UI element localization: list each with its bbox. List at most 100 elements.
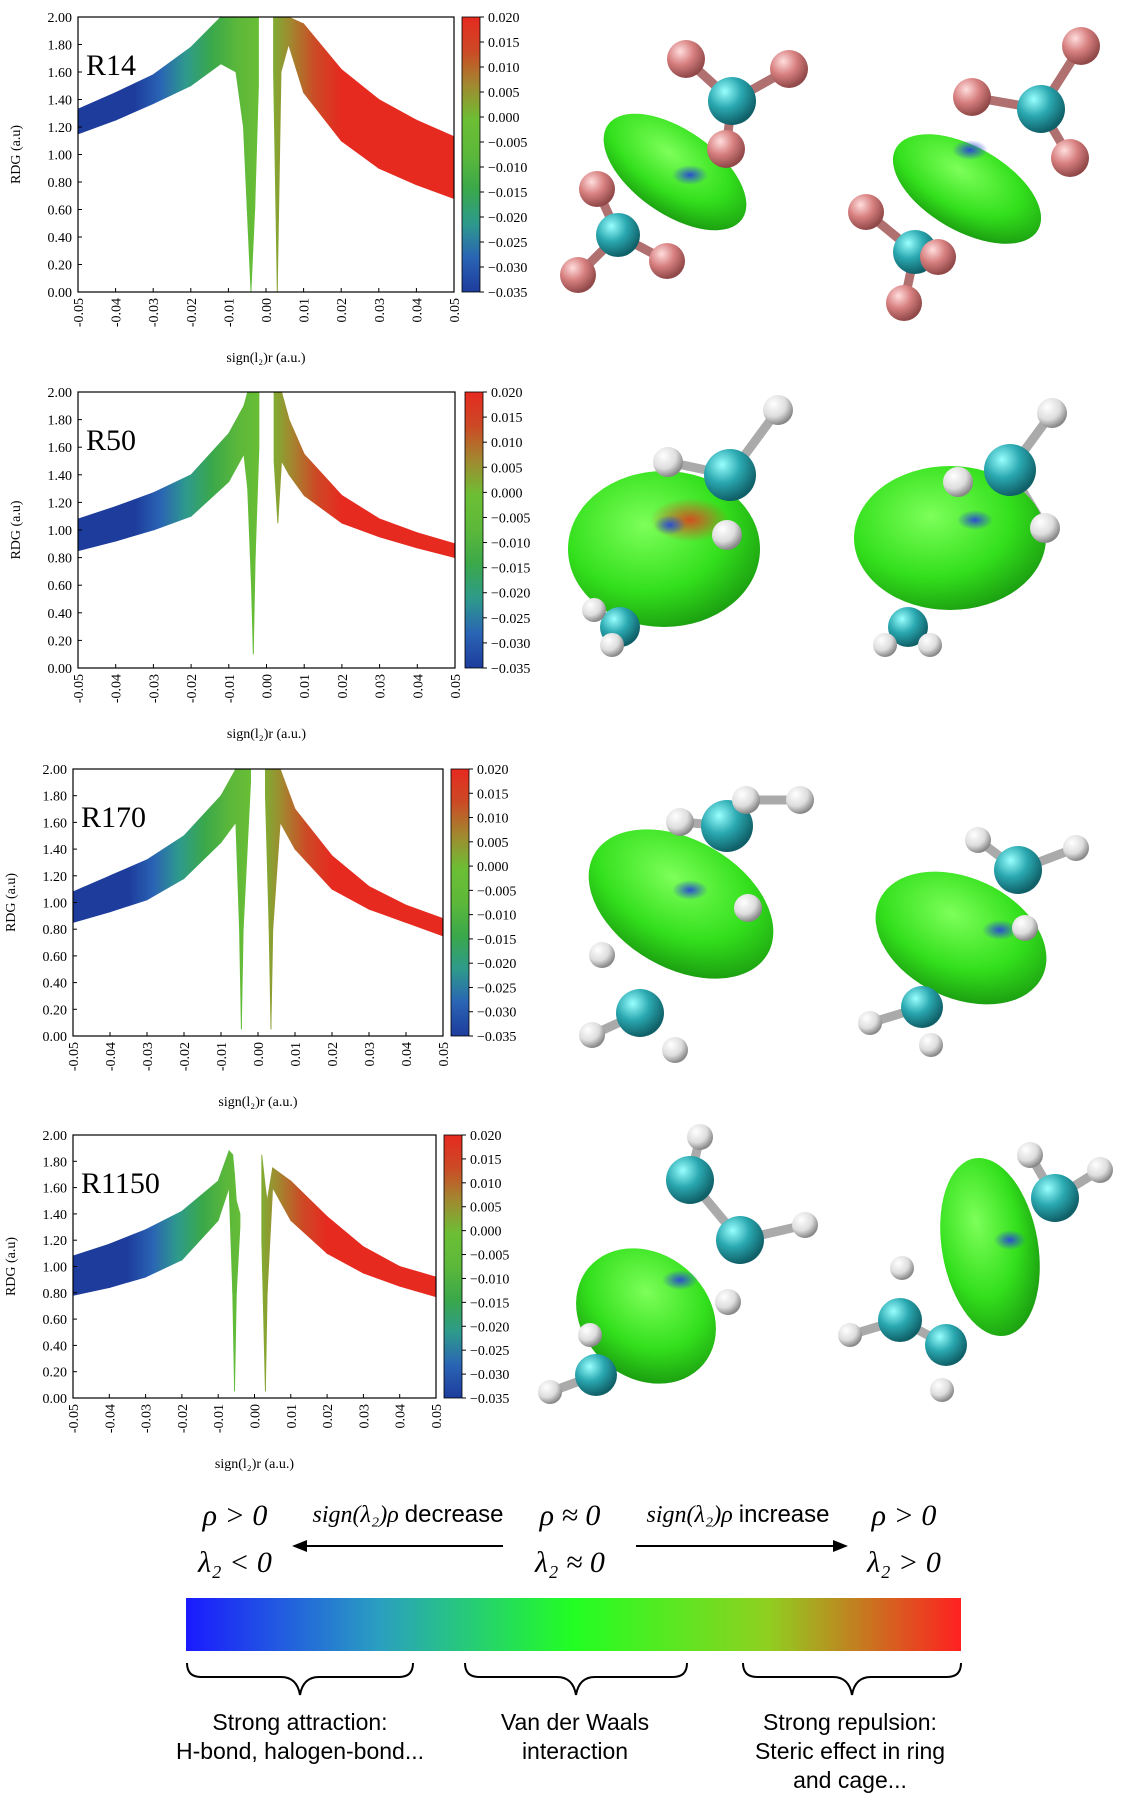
x-tick-label: -0.02 (185, 298, 200, 327)
colorbar-tick-label: −0.035 (488, 286, 527, 301)
colorbar-tick-label: 0.005 (488, 86, 520, 101)
colorbar-tick-label: 0.000 (491, 486, 523, 501)
colorbar-tick-label: −0.025 (470, 1344, 509, 1359)
y-tick-label: 1.20 (48, 121, 73, 136)
colorbar-tick-label: −0.035 (470, 1392, 509, 1407)
region-label: and cage... (793, 1767, 907, 1793)
y-tick-label: 2.00 (43, 1129, 68, 1144)
colorbar-tick-label: 0.015 (477, 787, 509, 802)
rdg-band (294, 807, 333, 891)
rdg-band (399, 1265, 437, 1298)
colorbar-tick-label: −0.005 (491, 511, 530, 526)
rdg-band (264, 768, 270, 930)
colorbar-tick-label: 0.010 (491, 436, 523, 451)
x-tick-label: 0.01 (285, 1404, 300, 1429)
rdg-band (220, 767, 237, 844)
x-tick-label: -0.03 (140, 1404, 155, 1433)
x-tick-label: -0.04 (110, 298, 125, 327)
rdg-band (115, 492, 154, 542)
colorbar-tick-label: 0.015 (470, 1153, 502, 1168)
colorbar-tick-label: −0.005 (477, 884, 516, 899)
rdg-band (152, 474, 192, 531)
decrease-label: sign(λ₂)ρ decrease (313, 1501, 504, 1528)
decrease-expr: sign(λ₂)ρ (313, 1502, 399, 1528)
colorbar-tick-label: 0.010 (488, 61, 520, 76)
rdg-band (235, 768, 240, 930)
rdg-band (341, 494, 381, 538)
x-tick-label: -0.02 (185, 674, 200, 703)
braces (186, 1662, 962, 1696)
panel-label: R170 (81, 801, 146, 834)
x-tick-label: -0.05 (72, 674, 87, 703)
x-tick-label: 0.03 (357, 1404, 372, 1429)
mid-rho: ρ ≈ 0 (539, 1499, 601, 1532)
rdg-band (250, 16, 256, 293)
y-tick-label: 1.60 (48, 66, 73, 81)
colorbar-tick-label: 0.010 (477, 812, 509, 827)
y-tick-label: 1.40 (48, 94, 73, 109)
colorbar-tick-label: −0.025 (491, 612, 530, 627)
rdg-band (378, 98, 417, 186)
spectrum-bar (186, 1598, 961, 1651)
rdg-band (288, 16, 305, 93)
colorbar-tick-label: −0.005 (470, 1249, 509, 1264)
colorbar-tick-label: 0.000 (477, 860, 509, 875)
x-tick-label: 0.01 (298, 298, 313, 323)
x-tick-label: 0.05 (437, 1042, 452, 1067)
rdg-band (146, 835, 185, 901)
y-tick-label: 0.80 (43, 923, 68, 938)
rdg-band (183, 794, 222, 880)
y-tick-label: 1.40 (43, 843, 68, 858)
y-tick-label: 0.80 (43, 1287, 68, 1302)
increase-expr: sign(λ₂)ρ (647, 1502, 733, 1528)
y-tick-label: 1.00 (48, 524, 73, 539)
rdg-band (331, 854, 370, 910)
mid-lambda: λ₂ ≈ 0 (534, 1546, 605, 1579)
colorbar-tick-label: −0.020 (488, 211, 527, 226)
y-tick-label: 1.80 (48, 414, 73, 429)
colorbar-tick-label: 0.020 (477, 763, 509, 778)
rdg-band (362, 1246, 401, 1287)
y-tick-label: 2.00 (43, 763, 68, 778)
rdg-band (379, 518, 418, 549)
x-tick-label: -0.01 (222, 298, 237, 327)
y-tick-label: 0.80 (48, 176, 73, 191)
y-tick-label: 0.60 (48, 204, 73, 219)
rdg-band (368, 885, 407, 924)
rdg-band (254, 391, 260, 558)
y-tick-label: 0.60 (43, 950, 68, 965)
x-tick-label: -0.01 (223, 674, 238, 703)
x-tick-label: 0.04 (400, 1042, 415, 1067)
y-tick-label: 0.00 (43, 1030, 68, 1045)
colorbar-tick-label: −0.030 (477, 1006, 516, 1021)
x-tick-label: -0.03 (141, 1042, 156, 1071)
rdg-band (190, 16, 222, 87)
y-tick-label: 0.40 (43, 977, 68, 992)
x-tick-label: 0.04 (411, 674, 426, 699)
rdg-band (152, 46, 192, 105)
x-tick-label: 0.02 (335, 298, 350, 323)
left-lambda: λ₂ < 0 (197, 1546, 272, 1579)
increase-label: sign(λ₂)ρ increase (647, 1501, 830, 1528)
y-tick-label: 0.80 (48, 552, 73, 567)
panel-label: R14 (86, 49, 136, 82)
y-tick-label: 0.20 (48, 259, 73, 274)
colorbar-tick-label: 0.020 (488, 11, 520, 26)
rdg-band (246, 16, 252, 293)
colorbar-tick-label: −0.035 (477, 1030, 516, 1045)
rdg-band (416, 532, 456, 559)
y-tick-label: 1.40 (48, 469, 73, 484)
colorbar-tick-label: −0.020 (470, 1320, 509, 1335)
rdg-band (77, 505, 117, 552)
rdg-band (303, 22, 342, 142)
region-label: H-bond, halogen-bond... (176, 1738, 424, 1764)
colorbar-tick-label: 0.005 (470, 1201, 502, 1216)
colorbar-tick-label: −0.030 (488, 261, 527, 276)
x-tick-label: 0.00 (249, 1404, 264, 1429)
colorbar-tick-label: −0.010 (491, 537, 530, 552)
right-lambda: λ₂ > 0 (866, 1546, 941, 1579)
y-tick-label: 0.40 (48, 607, 73, 622)
y-tick-label: 1.80 (48, 39, 73, 54)
x-tick-label: 0.03 (363, 1042, 378, 1067)
